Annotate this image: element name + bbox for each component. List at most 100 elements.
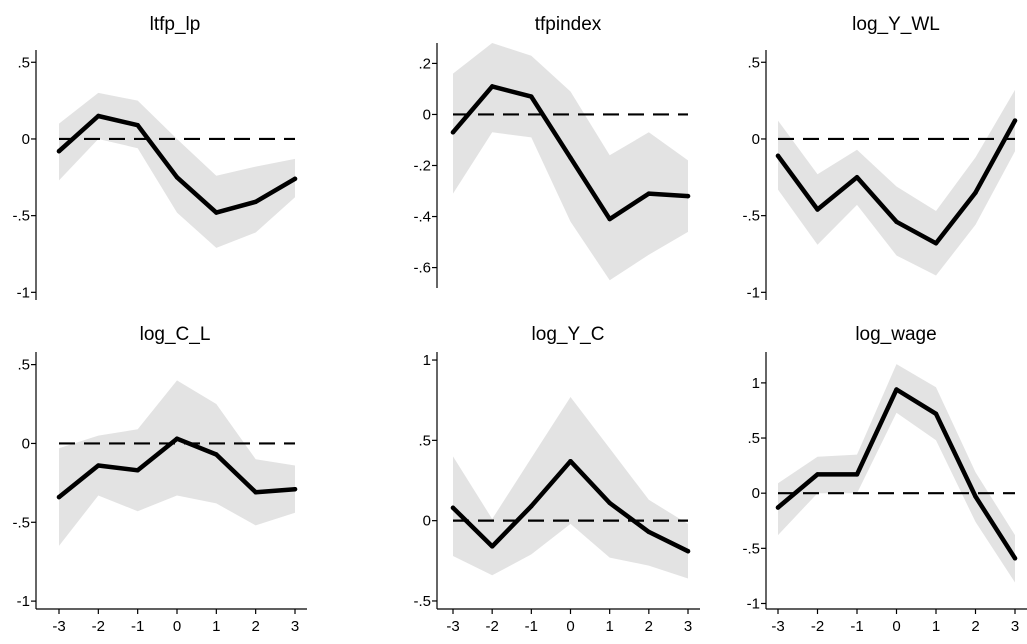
y-tick-label: .2 bbox=[418, 55, 431, 72]
panel-title: ltfp_lp bbox=[150, 14, 201, 35]
x-tick-label: -3 bbox=[446, 618, 459, 635]
x-tick-label: 2 bbox=[645, 618, 653, 635]
panel-log_wage: 1 .5 0 -.5 -1 -3 -2 -1 0 1 2 3 log_wage bbox=[742, 324, 1027, 635]
data-point bbox=[568, 155, 573, 161]
data-point bbox=[685, 548, 691, 554]
data-point bbox=[854, 472, 860, 477]
y-tick-label: 0 bbox=[752, 485, 760, 502]
data-point bbox=[607, 216, 612, 222]
panel-title: log_wage bbox=[855, 324, 936, 345]
confidence-band bbox=[778, 89, 1015, 276]
y-tick-label: -.6 bbox=[413, 260, 431, 277]
y-tick-label: -.5 bbox=[742, 540, 760, 557]
y-tick-label: -.4 bbox=[413, 209, 431, 226]
data-point bbox=[854, 175, 860, 180]
data-point bbox=[1012, 556, 1018, 561]
x-tick-label: -1 bbox=[850, 618, 863, 635]
data-point bbox=[214, 210, 219, 215]
x-tick-label: -1 bbox=[525, 618, 538, 635]
y-tick-label: -1 bbox=[17, 284, 30, 301]
x-tick-label: -2 bbox=[811, 618, 824, 635]
data-point bbox=[489, 84, 495, 89]
data-point bbox=[96, 113, 101, 119]
y-tick-label: 0 bbox=[423, 513, 431, 530]
data-point bbox=[607, 500, 612, 506]
y-tick-label: -1 bbox=[747, 284, 760, 301]
data-point bbox=[292, 486, 298, 492]
x-tick-label: 3 bbox=[1011, 618, 1019, 635]
x-tick-label: 2 bbox=[251, 618, 259, 635]
data-point bbox=[894, 219, 899, 224]
panel-title: log_C_L bbox=[140, 324, 211, 345]
data-point bbox=[1012, 118, 1018, 123]
x-tick-label: 3 bbox=[291, 618, 299, 635]
panel-log_C_L: .5 0 -.5 -1 -3 -2 -1 0 1 2 3 log_C_L bbox=[12, 324, 307, 635]
y-tick-label: .5 bbox=[17, 357, 30, 374]
data-point bbox=[489, 544, 495, 549]
y-tick-label: -.5 bbox=[12, 208, 30, 225]
data-point bbox=[135, 122, 140, 128]
panel-title: log_Y_WL bbox=[852, 14, 940, 35]
confidence-band bbox=[453, 397, 688, 579]
confidence-band bbox=[59, 92, 295, 248]
data-point bbox=[96, 463, 101, 468]
data-point bbox=[646, 191, 652, 196]
x-tick-label: -1 bbox=[131, 618, 144, 635]
data-point bbox=[253, 199, 258, 205]
data-point bbox=[174, 175, 180, 180]
y-tick-label: -.5 bbox=[12, 514, 30, 531]
data-point bbox=[775, 505, 781, 510]
data-point bbox=[973, 494, 978, 499]
y-tick-label: .5 bbox=[747, 54, 760, 71]
panel-title: tfpindex bbox=[535, 14, 602, 35]
x-tick-label: 0 bbox=[892, 618, 900, 635]
y-tick-label: -.5 bbox=[742, 208, 760, 225]
y-tick-label: 0 bbox=[423, 106, 431, 123]
panel-tfpindex: .2 0 -.2 -.4 -.6 tfpindex bbox=[413, 14, 691, 288]
panel-log_Y_C: 1 .5 0 -.5 -3 -2 -1 0 1 2 3 log_Y_C bbox=[413, 324, 700, 635]
y-tick-label: 1 bbox=[752, 375, 760, 392]
data-point bbox=[894, 387, 899, 392]
data-point bbox=[56, 149, 62, 154]
y-tick-label: 0 bbox=[22, 131, 30, 148]
y-tick-label: .5 bbox=[747, 430, 760, 447]
x-tick-label: 3 bbox=[684, 618, 692, 635]
data-point bbox=[174, 436, 180, 441]
y-tick-label: -.5 bbox=[413, 593, 431, 610]
y-tick-label: 0 bbox=[22, 435, 30, 452]
data-point bbox=[815, 472, 820, 477]
data-point bbox=[933, 241, 939, 246]
x-tick-label: -3 bbox=[52, 618, 65, 635]
data-point bbox=[529, 504, 534, 509]
y-tick-label: .5 bbox=[418, 432, 431, 449]
data-point bbox=[253, 490, 258, 495]
data-point bbox=[450, 130, 456, 135]
data-point bbox=[529, 94, 534, 99]
data-point bbox=[973, 190, 978, 195]
panel-ltfp_lp: .5 0 -.5 -1 ltfp_lp bbox=[12, 14, 298, 301]
x-tick-label: -2 bbox=[92, 618, 105, 635]
data-point bbox=[568, 459, 573, 464]
data-point bbox=[450, 505, 456, 511]
data-point bbox=[815, 207, 820, 212]
x-tick-label: -2 bbox=[485, 618, 498, 635]
data-point bbox=[214, 452, 219, 457]
data-point bbox=[775, 153, 781, 159]
y-tick-label: .5 bbox=[17, 54, 30, 71]
y-tick-label: 1 bbox=[423, 352, 431, 369]
x-tick-label: 1 bbox=[932, 618, 940, 635]
confidence-band bbox=[59, 380, 295, 546]
y-tick-label: -1 bbox=[747, 595, 760, 612]
y-tick-label: -1 bbox=[17, 593, 30, 610]
data-point bbox=[56, 494, 62, 500]
panel-title: log_Y_C bbox=[532, 324, 605, 345]
x-tick-label: 0 bbox=[566, 618, 574, 635]
x-tick-label: 1 bbox=[605, 618, 613, 635]
y-tick-label: -.2 bbox=[413, 158, 431, 175]
x-tick-label: -3 bbox=[771, 618, 784, 635]
data-point bbox=[646, 529, 652, 535]
y-tick-label: 0 bbox=[752, 131, 760, 148]
x-tick-label: 2 bbox=[971, 618, 979, 635]
x-tick-label: 0 bbox=[173, 618, 181, 635]
